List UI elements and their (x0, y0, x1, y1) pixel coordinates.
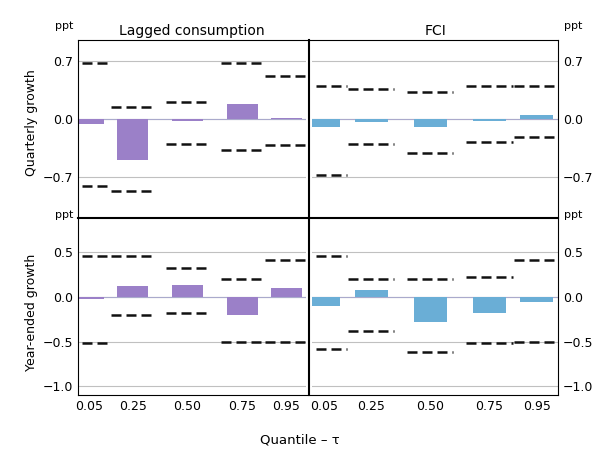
Y-axis label: Quarterly growth: Quarterly growth (25, 70, 38, 176)
Bar (473, 297, 506, 313)
Bar (74, 297, 104, 299)
Text: Quantile – τ: Quantile – τ (260, 434, 340, 447)
Bar (414, 119, 447, 127)
Y-axis label: Year-ended growth: Year-ended growth (25, 254, 38, 371)
Bar (118, 286, 148, 297)
Title: FCI: FCI (424, 24, 446, 38)
Bar (355, 290, 388, 297)
Bar (271, 118, 302, 119)
Text: ppt: ppt (564, 210, 583, 220)
Bar (520, 297, 553, 302)
Bar (355, 119, 388, 122)
Bar (307, 297, 340, 306)
Bar (520, 114, 553, 119)
Title: Lagged consumption: Lagged consumption (119, 24, 265, 38)
Text: ppt: ppt (55, 210, 74, 220)
Bar (172, 285, 203, 297)
Bar (227, 297, 258, 315)
Bar (118, 119, 148, 160)
Bar (414, 297, 447, 322)
Bar (473, 119, 506, 121)
Text: ppt: ppt (55, 21, 74, 31)
Bar (172, 119, 203, 121)
Bar (74, 119, 104, 124)
Bar (227, 104, 258, 119)
Bar (307, 119, 340, 127)
Bar (271, 288, 302, 297)
Text: ppt: ppt (564, 21, 583, 31)
